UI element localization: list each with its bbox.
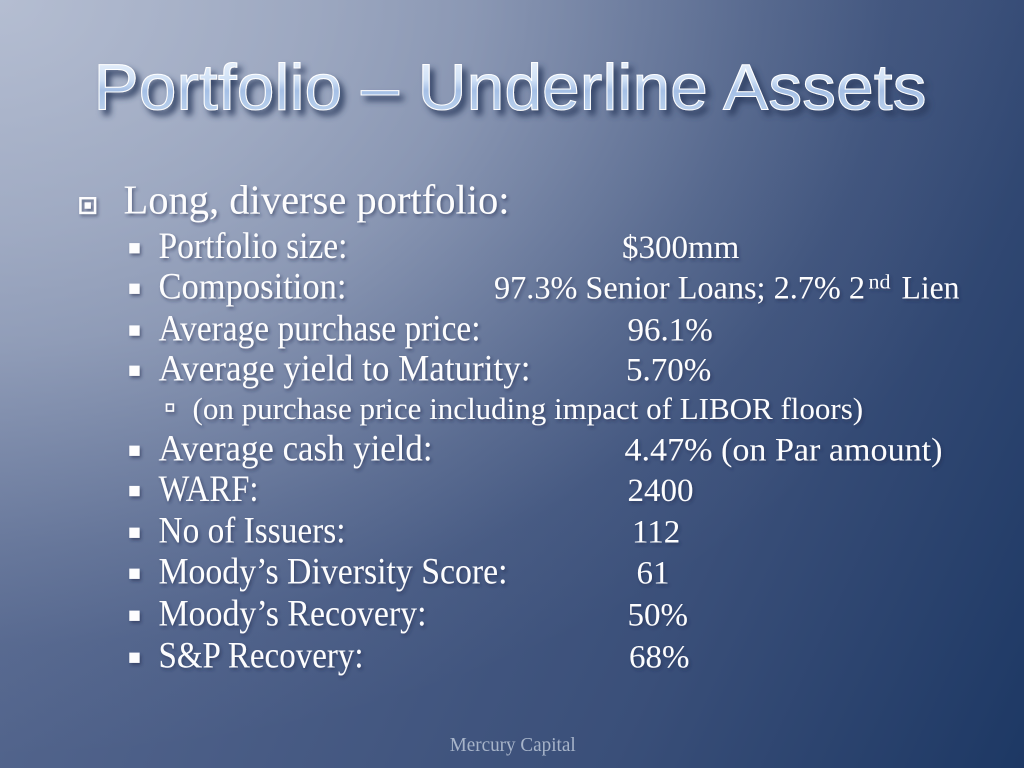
svg-text:Long, diverse portfolio:: Long, diverse portfolio:	[124, 177, 510, 223]
svg-text:Portfolio – Underline Assets: Portfolio – Underline Assets	[94, 51, 927, 124]
svg-text:97.3% Senior Loans; 2.7% 2: 97.3% Senior Loans; 2.7% 2	[494, 271, 865, 307]
svg-text:Average cash yield:: Average cash yield:	[159, 429, 433, 470]
svg-text:WARF:: WARF:	[159, 469, 259, 510]
svg-text:4.47% (on Par amount): 4.47% (on Par amount)	[625, 433, 943, 469]
svg-text:Moody’s Diversity Score:: Moody’s Diversity Score:	[159, 552, 508, 593]
svg-text:Average purchase price:: Average purchase price:	[159, 308, 481, 349]
svg-text:Lien: Lien	[902, 271, 960, 307]
svg-text:5.70%: 5.70%	[626, 353, 711, 389]
svg-text:S&P Recovery:: S&P Recovery:	[159, 636, 364, 677]
svg-text:nd: nd	[869, 272, 891, 294]
svg-text:68%: 68%	[629, 640, 690, 676]
svg-text:Portfolio size:: Portfolio size:	[159, 226, 348, 267]
svg-text:(on purchase price including i: (on purchase price including impact of L…	[193, 391, 864, 426]
svg-text:Moody’s Recovery:: Moody’s Recovery:	[159, 594, 427, 635]
svg-text:Mercury Capital: Mercury Capital	[450, 734, 576, 756]
svg-text:$300mm: $300mm	[622, 230, 740, 266]
svg-text:Composition:: Composition:	[159, 267, 347, 308]
svg-text:96.1%: 96.1%	[628, 312, 713, 348]
svg-text:61: 61	[637, 556, 670, 592]
svg-text:2400: 2400	[628, 473, 694, 509]
svg-text:112: 112	[632, 515, 680, 551]
svg-text:Average yield to Maturity:: Average yield to Maturity:	[159, 349, 531, 390]
svg-text:No of Issuers:: No of Issuers:	[159, 511, 346, 552]
svg-text:50%: 50%	[628, 598, 689, 634]
